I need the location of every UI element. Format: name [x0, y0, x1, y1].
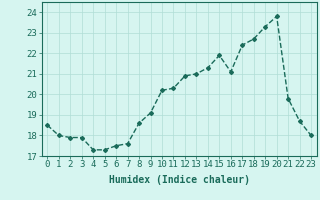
X-axis label: Humidex (Indice chaleur): Humidex (Indice chaleur): [109, 175, 250, 185]
